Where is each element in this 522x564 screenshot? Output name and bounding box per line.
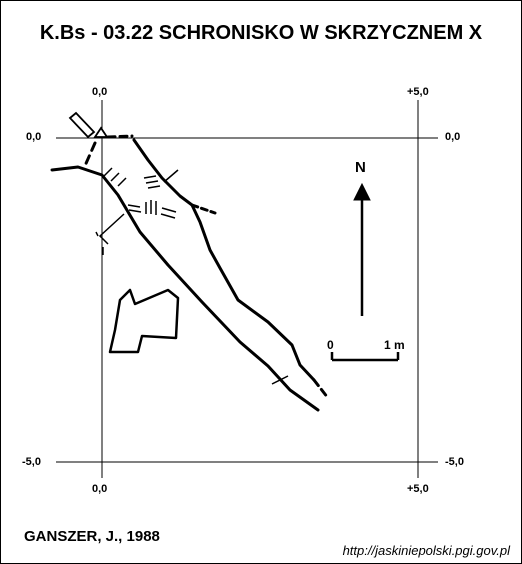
grid-label-top-right-x: +5,0 (407, 86, 429, 98)
side-passage-dashed (190, 203, 217, 215)
entrance-marker-icon (68, 111, 96, 139)
section-arrow (95, 213, 125, 255)
north-label: N (355, 159, 366, 176)
entrance-left-dashed (82, 141, 97, 170)
author-credit: GANSZER, J., 1988 (24, 528, 160, 545)
map-title: K.Bs - 03.22 SCHRONISKO W SKRZYCZNEM X (39, 22, 483, 44)
floor-hatching (103, 167, 289, 385)
grid-label-bottom-right-x: +5,0 (407, 483, 429, 495)
grid-label-bottom-left-x: 0,0 (92, 483, 108, 495)
grid-label-right-bottom-y: -5,0 (445, 456, 464, 468)
north-arrow-icon (353, 182, 371, 316)
scale-start-label: 0 (327, 338, 334, 352)
rock-block-outline (108, 288, 180, 354)
entrance-symbols (68, 111, 109, 139)
scale-end-label: 1 m (384, 338, 405, 352)
cave-left-wall (50, 165, 320, 412)
source-url-link[interactable]: http://jaskiniepolski.pgi.gov.pl (342, 543, 510, 558)
cave-right-wall (132, 138, 316, 382)
cave-walls (50, 134, 330, 412)
scale-bar (330, 352, 400, 362)
cave-end-dashed (312, 378, 330, 400)
grid-label-right-top-y: 0,0 (445, 131, 461, 143)
coordinate-grid (56, 100, 438, 478)
entrance-dashed-line (106, 134, 134, 139)
survey-station-triangle-icon (93, 126, 109, 138)
grid-label-left-bottom-y: -5,0 (22, 456, 41, 468)
grid-label-left-top-y: 0,0 (26, 131, 42, 143)
wall-tick (163, 169, 179, 183)
grid-label-top-left-x: 0,0 (92, 86, 108, 98)
